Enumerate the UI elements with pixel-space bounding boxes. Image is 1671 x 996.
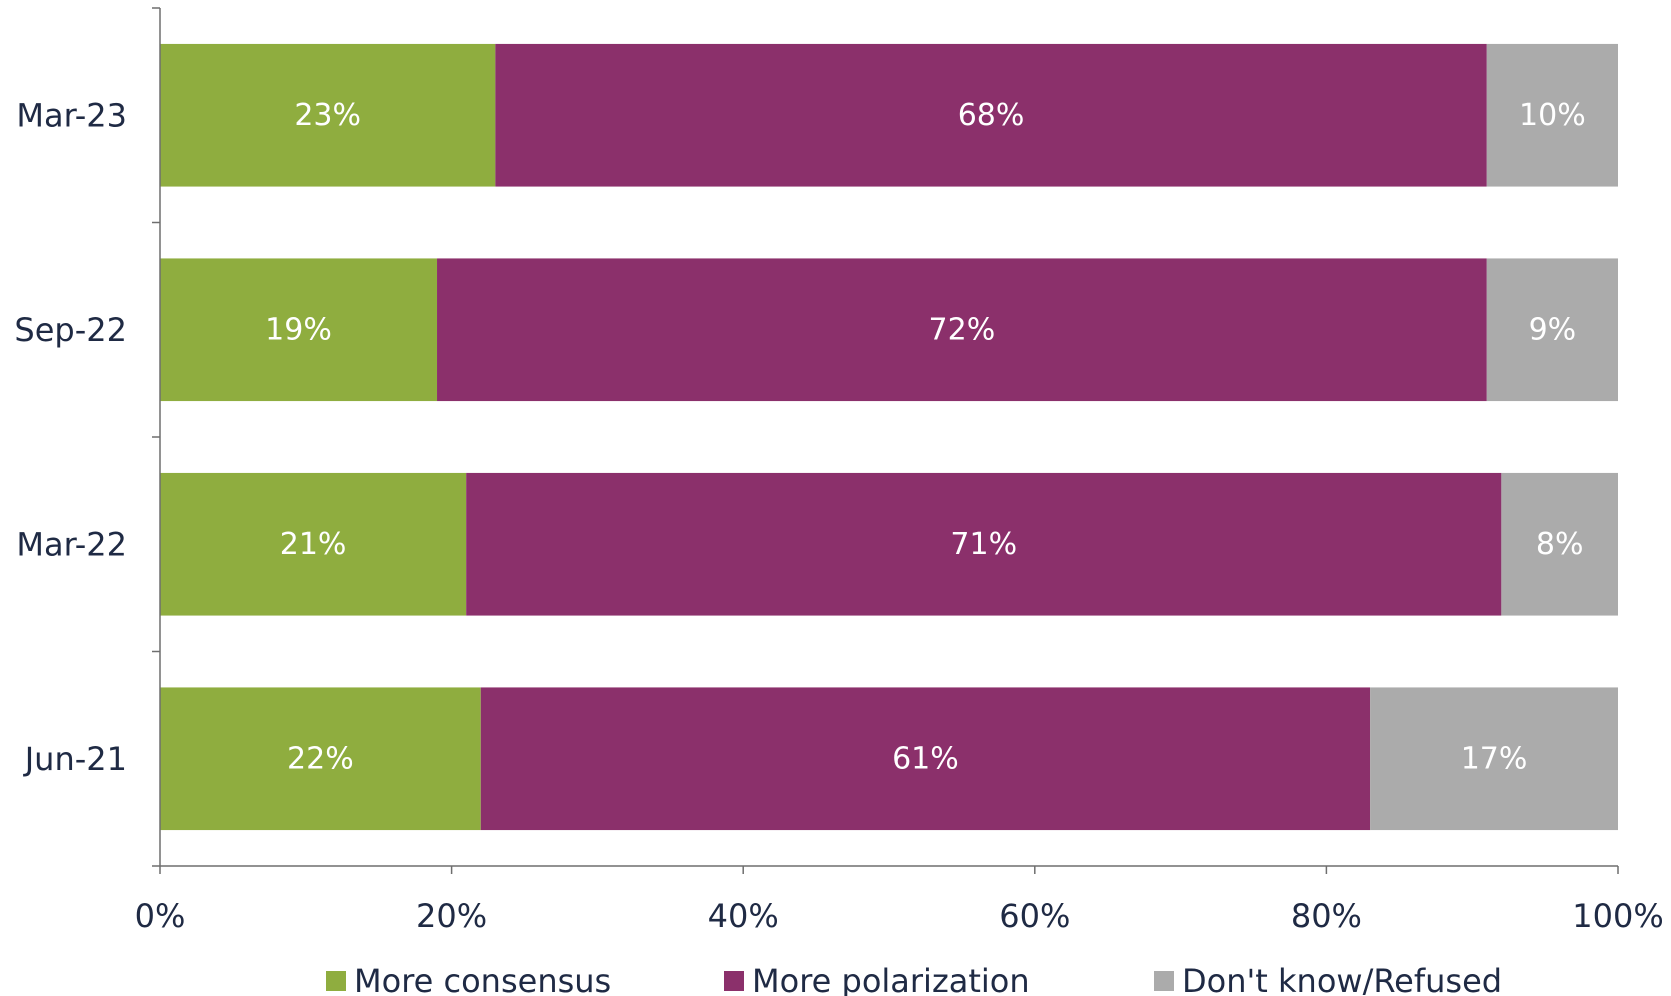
legend-swatch	[1154, 971, 1174, 991]
bar-segment	[1501, 472, 1618, 616]
data-label: 9%	[1529, 312, 1577, 347]
bar-segment	[495, 43, 1487, 187]
data-label: 61%	[892, 741, 959, 776]
legend-label: Don't know/Refused	[1182, 962, 1502, 996]
bars-group	[160, 43, 1618, 831]
category-label: Mar-23	[16, 96, 127, 134]
x-tick-label: 80%	[1291, 897, 1362, 935]
legend-item: Don't know/Refused	[1154, 962, 1502, 996]
data-label: 8%	[1536, 527, 1584, 562]
bar-segment	[1370, 687, 1618, 831]
legend-label: More consensus	[354, 962, 611, 996]
bar-segment	[480, 687, 1371, 831]
data-label: 10%	[1519, 98, 1586, 133]
data-labels-group: 23% 68% 10% 19% 72% 9% 21% 71% 8% 22% 61% 17%	[265, 98, 1586, 777]
category-labels-group: Mar-23 Sep-22 Mar-22 Jun-21	[14, 96, 127, 778]
category-label: Jun-21	[23, 740, 127, 778]
data-label: 72%	[929, 312, 996, 347]
category-label: Sep-22	[14, 311, 127, 349]
data-label: 23%	[294, 98, 361, 133]
category-label: Mar-22	[16, 525, 127, 563]
data-label: 71%	[950, 527, 1017, 562]
legend-label: More polarization	[752, 962, 1030, 996]
legend-swatch	[326, 971, 346, 991]
data-label: 19%	[265, 312, 332, 347]
x-ticks-group: 0% 20% 40% 60% 80% 100%	[135, 866, 1664, 935]
data-label: 17%	[1461, 741, 1528, 776]
data-label: 22%	[287, 741, 354, 776]
x-tick-label: 20%	[416, 897, 487, 935]
bar-segment	[1486, 258, 1618, 402]
x-tick-label: 100%	[1572, 897, 1663, 935]
bar-segment	[1486, 43, 1618, 187]
legend-swatch	[724, 971, 744, 991]
bar-segment	[160, 472, 467, 616]
x-tick-label: 0%	[135, 897, 186, 935]
axes-group	[152, 7, 1618, 867]
legend-item: More consensus	[326, 962, 611, 996]
data-label: 21%	[280, 527, 347, 562]
bar-segment	[160, 687, 481, 831]
x-tick-label: 40%	[708, 897, 779, 935]
legend-item: More polarization	[724, 962, 1030, 996]
bar-segment	[160, 43, 496, 187]
data-label: 68%	[958, 98, 1025, 133]
bar-segment	[160, 258, 438, 402]
legend: More consensus More polarization Don't kno…	[326, 962, 1502, 996]
bar-segment	[437, 258, 1487, 402]
bar-segment	[466, 472, 1502, 616]
x-tick-label: 60%	[999, 897, 1070, 935]
